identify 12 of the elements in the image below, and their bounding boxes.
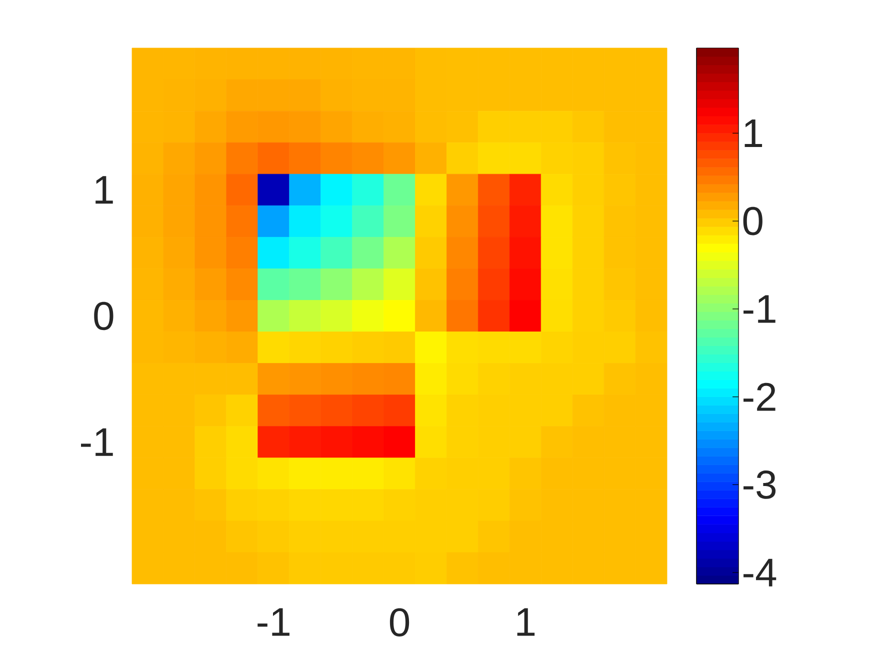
color-bar-label: -3: [744, 470, 776, 499]
x-tick-label: 0: [390, 608, 410, 637]
y-tick-label: -1: [81, 428, 113, 456]
x-tick-label: -1: [258, 608, 290, 636]
color-bar-label: -1: [744, 295, 776, 323]
color-bar-label: 0: [743, 206, 762, 236]
y-tick-label: 1: [96, 176, 113, 204]
color-bar-label: -4: [744, 558, 776, 586]
y-tick-label: 0: [94, 302, 114, 330]
color-bar-label: 1: [744, 119, 762, 147]
color-bar-label: -2: [744, 382, 776, 411]
x-tick-label: 1: [517, 608, 535, 636]
